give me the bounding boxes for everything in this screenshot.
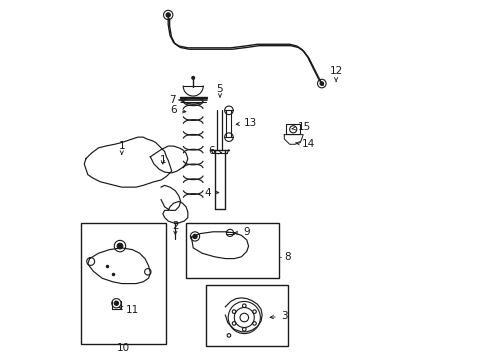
- Text: 15: 15: [292, 122, 311, 132]
- Text: 8: 8: [284, 252, 291, 262]
- Circle shape: [320, 82, 323, 85]
- Bar: [81, 223, 167, 344]
- Circle shape: [114, 301, 119, 305]
- Text: 9: 9: [234, 227, 250, 237]
- Polygon shape: [161, 185, 181, 210]
- Text: 10: 10: [117, 343, 130, 353]
- Circle shape: [117, 243, 123, 249]
- Text: 1: 1: [160, 156, 166, 165]
- Text: 3: 3: [270, 311, 287, 321]
- Text: 1: 1: [119, 141, 125, 154]
- Polygon shape: [284, 135, 303, 144]
- Text: 2: 2: [172, 221, 179, 234]
- Polygon shape: [150, 146, 188, 173]
- Bar: [286, 123, 300, 134]
- Circle shape: [166, 13, 171, 17]
- Bar: [186, 223, 279, 278]
- Polygon shape: [225, 298, 262, 332]
- Text: 4: 4: [204, 188, 219, 198]
- Text: 6: 6: [208, 147, 221, 157]
- Text: 14: 14: [296, 139, 315, 149]
- Text: 13: 13: [236, 118, 258, 128]
- Polygon shape: [84, 137, 172, 187]
- Circle shape: [193, 234, 197, 239]
- Text: 6: 6: [171, 105, 186, 115]
- Text: 7: 7: [169, 95, 184, 105]
- Bar: [206, 285, 288, 346]
- Polygon shape: [163, 202, 188, 223]
- Polygon shape: [88, 248, 150, 284]
- Polygon shape: [192, 232, 248, 258]
- Text: 12: 12: [329, 66, 343, 82]
- Text: 5: 5: [217, 84, 223, 97]
- Text: 11: 11: [119, 305, 139, 315]
- Circle shape: [192, 76, 195, 79]
